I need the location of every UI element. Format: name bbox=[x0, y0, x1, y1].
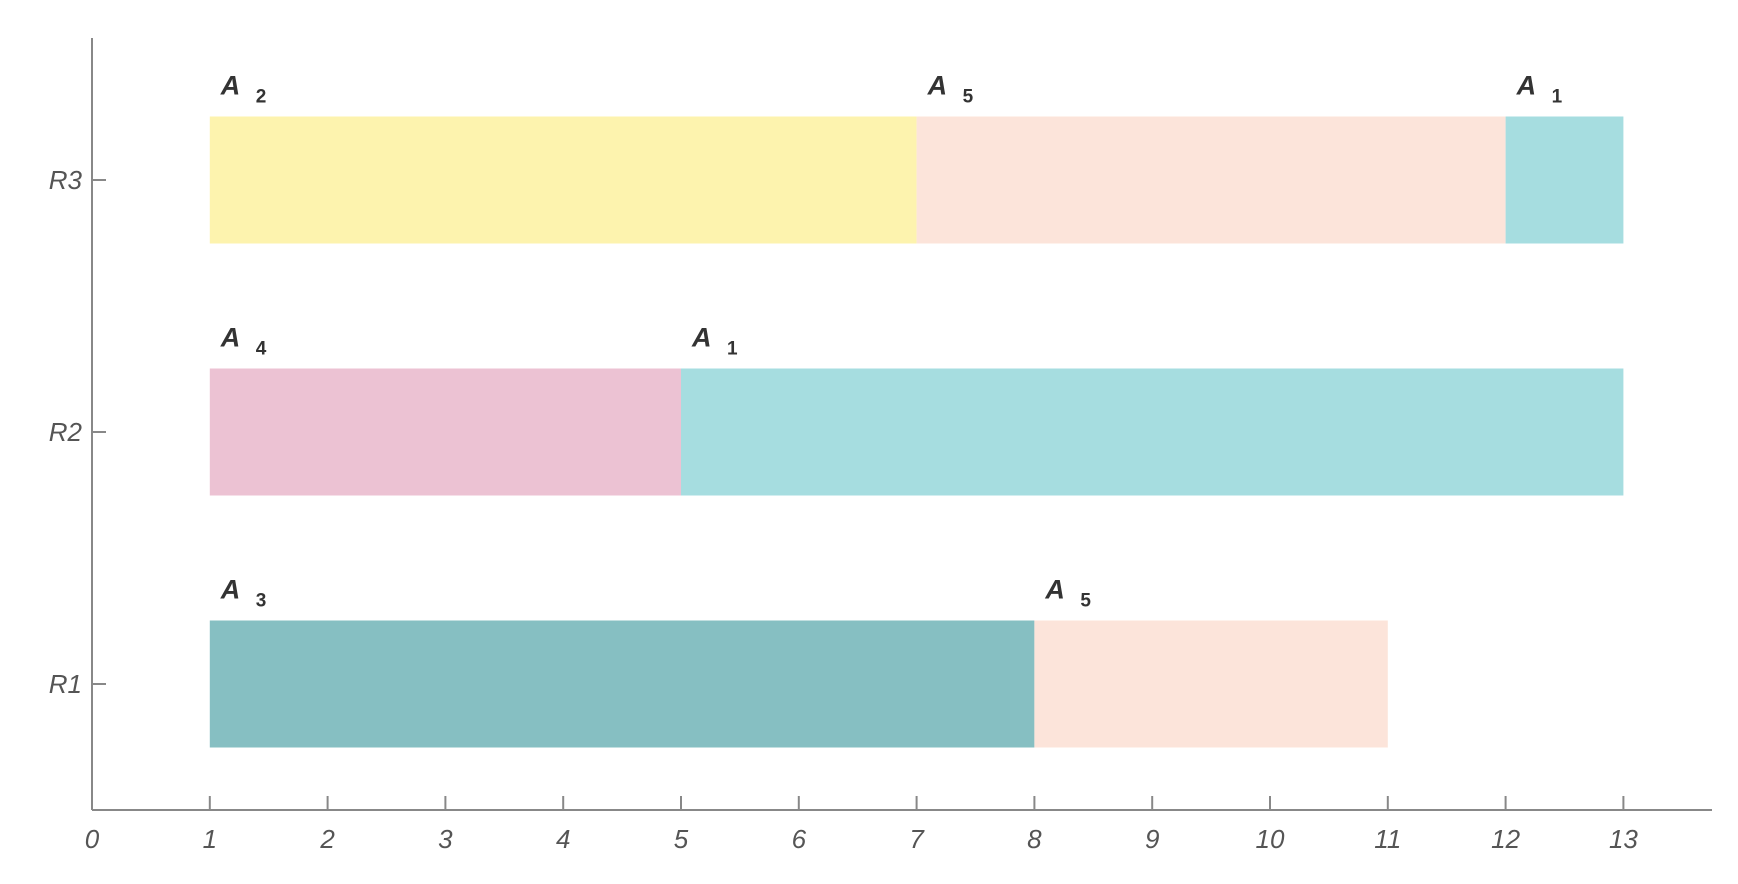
bar-r3-a2 bbox=[209, 116, 917, 244]
x-tick-label: 0 bbox=[85, 824, 100, 854]
bar-label-job: A bbox=[1516, 71, 1537, 101]
bar-r2-a1 bbox=[681, 368, 1624, 496]
bar-label-subscript: 2 bbox=[256, 87, 267, 108]
bar-label-subscript: 4 bbox=[256, 339, 267, 360]
x-tick-label: 11 bbox=[1374, 824, 1401, 854]
bar-label-subscript: 5 bbox=[963, 87, 974, 108]
x-tick-label: 7 bbox=[909, 824, 925, 854]
bar-label-job: A bbox=[927, 71, 948, 101]
bar-label-job: A bbox=[691, 323, 712, 353]
x-tick-label: 6 bbox=[792, 824, 807, 854]
bar-label-subscript: 3 bbox=[256, 591, 267, 612]
bar-label-job: A bbox=[220, 575, 241, 605]
y-tick-label-r3: R3 bbox=[49, 165, 83, 195]
x-tick-label: 12 bbox=[1491, 824, 1520, 854]
bar-r1-a3 bbox=[209, 620, 1035, 748]
bar-r1-a5 bbox=[1034, 620, 1388, 748]
bar-r3-a1 bbox=[1505, 116, 1624, 244]
x-tick-label: 9 bbox=[1145, 824, 1159, 854]
x-tick-label: 5 bbox=[674, 824, 689, 854]
bar-label-subscript: 5 bbox=[1080, 591, 1091, 612]
x-tick-label: 1 bbox=[203, 824, 217, 854]
bar-label-subscript: 1 bbox=[1552, 87, 1563, 108]
x-tick-label: 8 bbox=[1027, 824, 1042, 854]
bar-r2-a4 bbox=[209, 368, 682, 496]
y-tick-label-r2: R2 bbox=[49, 417, 83, 447]
x-tick-label: 3 bbox=[438, 824, 453, 854]
bar-labels-layer: A 2 A 5 A 1A 4 A 1A 3 A 5 bbox=[220, 71, 1563, 612]
bar-label-job: A bbox=[220, 71, 241, 101]
y-tick-label-r1: R1 bbox=[49, 669, 82, 699]
x-tick-label: 4 bbox=[556, 824, 570, 854]
x-tick-label: 2 bbox=[319, 824, 335, 854]
bars-layer bbox=[209, 116, 1624, 748]
bar-label-job: A bbox=[1044, 575, 1065, 605]
bar-r3-a5 bbox=[916, 116, 1506, 244]
bar-label-subscript: 1 bbox=[727, 339, 738, 360]
x-tick-label: 13 bbox=[1609, 824, 1638, 854]
bar-label-job: A bbox=[220, 323, 241, 353]
x-tick-label: 10 bbox=[1256, 824, 1285, 854]
